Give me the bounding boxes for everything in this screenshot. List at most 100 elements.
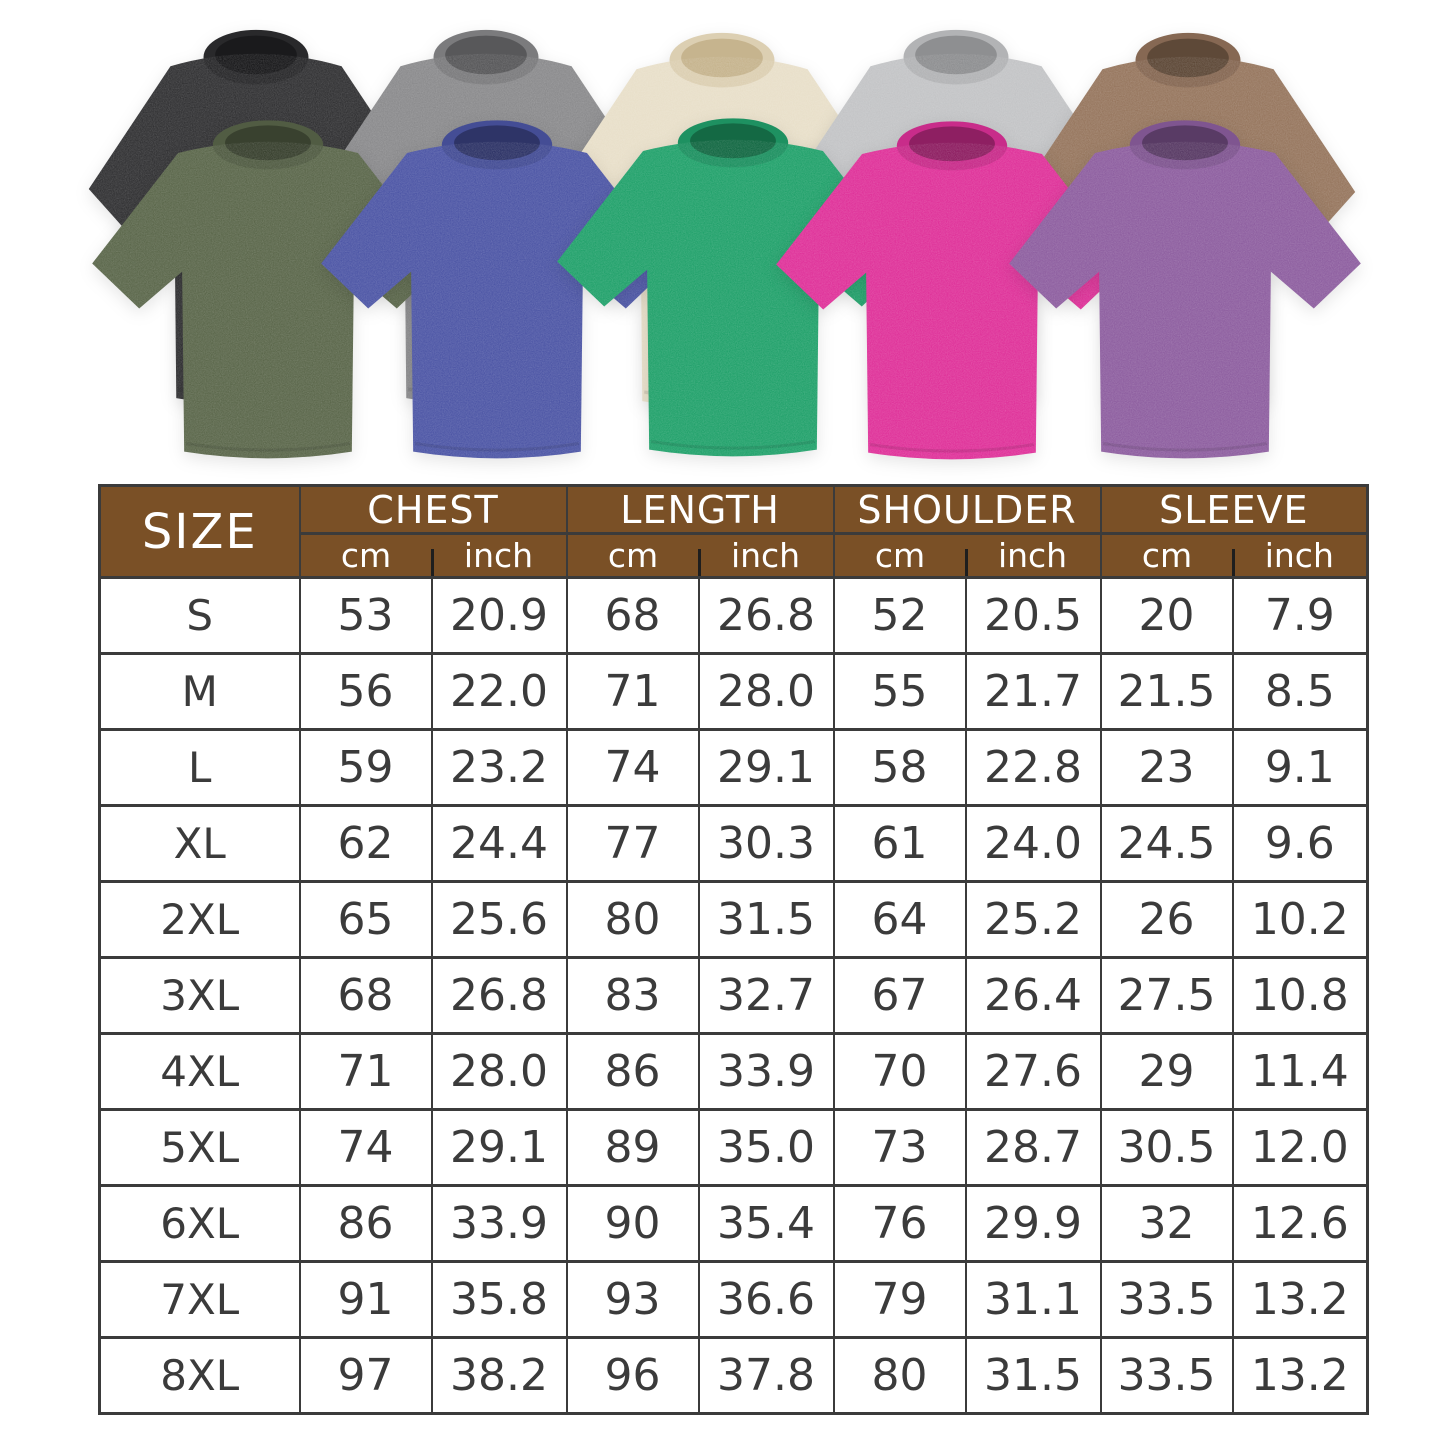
value-cell-shoulder-inch: 27.6 <box>964 1032 1102 1111</box>
shirt-gallery <box>0 0 1445 480</box>
size-label: L <box>98 728 301 807</box>
size-label: 7XL <box>98 1260 301 1339</box>
value-cell-shoulder-inch: 20.5 <box>964 576 1102 655</box>
value-cell-sleeve-cm: 23 <box>1099 728 1234 807</box>
value-cell-length-cm: 83 <box>565 956 700 1035</box>
unit-header-shoulder-cm: cm <box>832 532 966 579</box>
value-cell-length-cm: 68 <box>565 576 700 655</box>
value-cell-chest-inch: 29.1 <box>430 1108 568 1187</box>
unit-header-chest-inch: inch <box>430 532 568 579</box>
value-cell-sleeve-inch: 9.6 <box>1231 804 1369 883</box>
size-label: 6XL <box>98 1184 301 1263</box>
size-row-8xl: 8XL 97 38.2 96 37.8 80 31.5 33.5 13.2 <box>98 1336 1369 1415</box>
unit-header-sleeve-cm: cm <box>1099 532 1233 579</box>
value-cell-length-cm: 80 <box>565 880 700 959</box>
value-cell-sleeve-inch: 10.8 <box>1231 956 1369 1035</box>
value-cell-shoulder-cm: 61 <box>832 804 967 883</box>
value-cell-shoulder-inch: 21.7 <box>964 652 1102 731</box>
value-cell-chest-inch: 33.9 <box>430 1184 568 1263</box>
value-cell-length-cm: 86 <box>565 1032 700 1111</box>
value-cell-sleeve-inch: 9.1 <box>1231 728 1369 807</box>
value-cell-shoulder-cm: 73 <box>832 1108 967 1187</box>
value-cell-length-cm: 96 <box>565 1336 700 1415</box>
value-cell-sleeve-inch: 12.6 <box>1231 1184 1369 1263</box>
size-label: 4XL <box>98 1032 301 1111</box>
size-label: 5XL <box>98 1108 301 1187</box>
value-cell-sleeve-cm: 29 <box>1099 1032 1234 1111</box>
size-column-header: SIZE <box>98 484 301 579</box>
value-cell-shoulder-cm: 67 <box>832 956 967 1035</box>
value-cell-length-inch: 29.1 <box>697 728 835 807</box>
value-cell-length-cm: 77 <box>565 804 700 883</box>
value-cell-sleeve-cm: 32 <box>1099 1184 1234 1263</box>
value-cell-sleeve-inch: 12.0 <box>1231 1108 1369 1187</box>
value-cell-length-inch: 35.4 <box>697 1184 835 1263</box>
size-row-l: L 59 23.2 74 29.1 58 22.8 23 9.1 <box>98 728 1369 807</box>
value-cell-length-inch: 33.9 <box>697 1032 835 1111</box>
column-header-sleeve: SLEEVE <box>1099 484 1369 535</box>
value-cell-sleeve-cm: 33.5 <box>1099 1336 1234 1415</box>
size-row-6xl: 6XL 86 33.9 90 35.4 76 29.9 32 12.6 <box>98 1184 1369 1263</box>
value-cell-shoulder-inch: 22.8 <box>964 728 1102 807</box>
value-cell-chest-cm: 71 <box>298 1032 433 1111</box>
value-cell-chest-inch: 26.8 <box>430 956 568 1035</box>
value-cell-chest-cm: 53 <box>298 576 433 655</box>
value-cell-shoulder-cm: 76 <box>832 1184 967 1263</box>
size-row-3xl: 3XL 68 26.8 83 32.7 67 26.4 27.5 10.8 <box>98 956 1369 1035</box>
value-cell-chest-cm: 65 <box>298 880 433 959</box>
value-cell-length-inch: 28.0 <box>697 652 835 731</box>
value-cell-sleeve-inch: 13.2 <box>1231 1260 1369 1339</box>
value-cell-sleeve-cm: 24.5 <box>1099 804 1234 883</box>
value-cell-sleeve-cm: 27.5 <box>1099 956 1234 1035</box>
value-cell-chest-cm: 56 <box>298 652 433 731</box>
value-cell-shoulder-cm: 52 <box>832 576 967 655</box>
value-cell-chest-inch: 20.9 <box>430 576 568 655</box>
unit-header-sleeve-inch: inch <box>1231 532 1369 579</box>
value-cell-chest-cm: 62 <box>298 804 433 883</box>
value-cell-chest-cm: 86 <box>298 1184 433 1263</box>
value-cell-length-inch: 35.0 <box>697 1108 835 1187</box>
value-cell-chest-cm: 59 <box>298 728 433 807</box>
value-cell-length-inch: 32.7 <box>697 956 835 1035</box>
column-header-chest: CHEST <box>298 484 568 535</box>
value-cell-shoulder-cm: 55 <box>832 652 967 731</box>
value-cell-sleeve-inch: 8.5 <box>1231 652 1369 731</box>
value-cell-chest-cm: 91 <box>298 1260 433 1339</box>
value-cell-length-cm: 89 <box>565 1108 700 1187</box>
value-cell-sleeve-cm: 30.5 <box>1099 1108 1234 1187</box>
size-label: 2XL <box>98 880 301 959</box>
value-cell-shoulder-cm: 80 <box>832 1336 967 1415</box>
size-label: S <box>98 576 301 655</box>
value-cell-shoulder-inch: 24.0 <box>964 804 1102 883</box>
value-cell-length-inch: 30.3 <box>697 804 835 883</box>
size-label: M <box>98 652 301 731</box>
value-cell-chest-inch: 35.8 <box>430 1260 568 1339</box>
unit-header-shoulder-inch: inch <box>964 532 1102 579</box>
size-row-5xl: 5XL 74 29.1 89 35.0 73 28.7 30.5 12.0 <box>98 1108 1369 1187</box>
tshirt-blue-washed <box>313 106 681 466</box>
value-cell-chest-cm: 68 <box>298 956 433 1035</box>
value-cell-length-cm: 90 <box>565 1184 700 1263</box>
value-cell-shoulder-inch: 31.1 <box>964 1260 1102 1339</box>
column-header-length: LENGTH <box>565 484 835 535</box>
value-cell-sleeve-cm: 33.5 <box>1099 1260 1234 1339</box>
unit-header-length-inch: inch <box>697 532 835 579</box>
size-row-m: M 56 22.0 71 28.0 55 21.7 21.5 8.5 <box>98 652 1369 731</box>
unit-header-chest-cm: cm <box>298 532 432 579</box>
value-cell-shoulder-inch: 26.4 <box>964 956 1102 1035</box>
value-cell-sleeve-inch: 13.2 <box>1231 1336 1369 1415</box>
value-cell-sleeve-cm: 21.5 <box>1099 652 1234 731</box>
value-cell-shoulder-inch: 29.9 <box>964 1184 1102 1263</box>
table-body: S 53 20.9 68 26.8 52 20.5 20 7.9 M 56 22.0 71 28.0 55 2… <box>98 576 1369 1415</box>
value-cell-length-inch: 26.8 <box>697 576 835 655</box>
tshirt-hot-pink-washed <box>768 107 1136 467</box>
value-cell-sleeve-inch: 10.2 <box>1231 880 1369 959</box>
value-cell-shoulder-cm: 58 <box>832 728 967 807</box>
value-cell-chest-inch: 23.2 <box>430 728 568 807</box>
size-row-s: S 53 20.9 68 26.8 52 20.5 20 7.9 <box>98 576 1369 655</box>
value-cell-chest-inch: 24.4 <box>430 804 568 883</box>
size-label: XL <box>98 804 301 883</box>
value-cell-length-cm: 93 <box>565 1260 700 1339</box>
value-cell-shoulder-cm: 70 <box>832 1032 967 1111</box>
size-row-2xl: 2XL 65 25.6 80 31.5 64 25.2 26 10.2 <box>98 880 1369 959</box>
